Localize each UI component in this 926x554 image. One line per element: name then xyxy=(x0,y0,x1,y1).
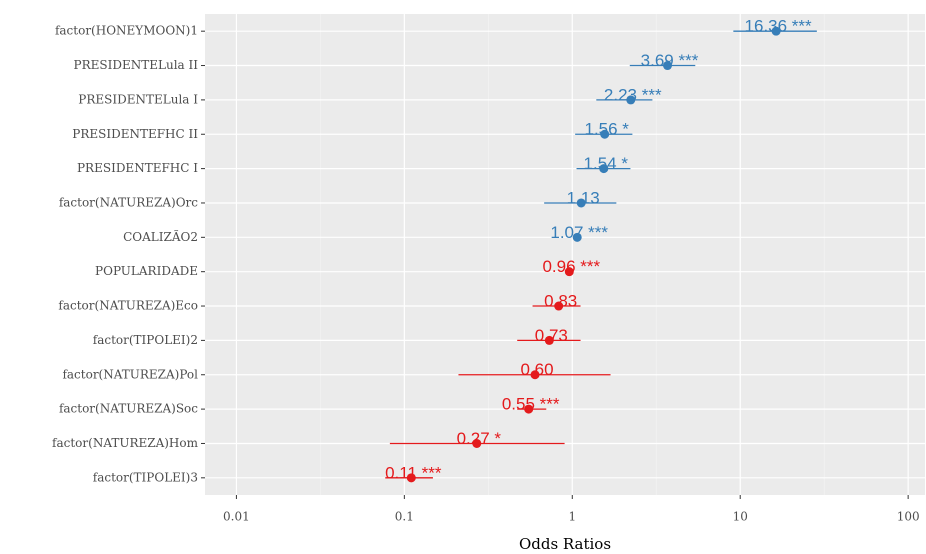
value-label: 16.36 *** xyxy=(745,17,812,36)
y-tick-label: factor(NATUREZA)Soc xyxy=(59,402,198,416)
x-tick-label: 100 xyxy=(897,510,920,524)
value-label: 0.83 xyxy=(544,292,577,311)
x-tick-label: 0.1 xyxy=(395,510,414,524)
value-label: 1.56 * xyxy=(584,120,629,139)
y-tick-label: PRESIDENTELula II xyxy=(74,58,199,72)
y-tick-label: factor(TIPOLEI)2 xyxy=(93,333,198,347)
x-tick-label: 1 xyxy=(568,510,576,524)
value-label: 0.96 *** xyxy=(542,257,600,276)
point xyxy=(576,198,586,208)
y-tick-label: factor(NATUREZA)Orc xyxy=(59,195,198,209)
point xyxy=(771,26,781,36)
y-tick-label: PRESIDENTEFHC I xyxy=(77,161,198,175)
value-label: 2.23 *** xyxy=(604,85,662,104)
value-label: 0.73 xyxy=(535,326,568,345)
point xyxy=(530,370,540,380)
point xyxy=(554,301,564,311)
point xyxy=(626,95,636,105)
point xyxy=(564,267,574,277)
y-tick-label: factor(NATUREZA)Pol xyxy=(62,367,198,381)
x-axis-title: Odds Ratios xyxy=(519,535,611,553)
y-tick-label: factor(NATUREZA)Eco xyxy=(58,299,198,313)
point xyxy=(406,473,416,483)
y-tick-label: factor(TIPOLEI)3 xyxy=(93,470,198,484)
value-label: 3.69 *** xyxy=(641,51,699,70)
y-tick-label: factor(NATUREZA)Hom xyxy=(52,436,199,450)
point xyxy=(524,404,534,414)
point xyxy=(663,61,673,71)
point xyxy=(600,129,610,139)
point xyxy=(572,232,582,242)
value-label: 1.13 xyxy=(567,188,600,207)
y-tick-label: PRESIDENTEFHC II xyxy=(72,127,198,141)
x-tick-label: 10 xyxy=(733,510,748,524)
panel xyxy=(205,14,925,495)
y-tick-label: POPULARIDADE xyxy=(95,264,198,278)
y-tick-label: PRESIDENTELula I xyxy=(78,92,198,106)
y-tick-label: COALIZÃO2 xyxy=(123,229,198,244)
value-label: 0.55 *** xyxy=(502,395,560,414)
value-label: 0.60 xyxy=(520,360,553,379)
value-label: 1.54 * xyxy=(584,154,629,173)
x-tick-label: 0.01 xyxy=(223,510,250,524)
point xyxy=(544,335,554,345)
value-label: 0.27 * xyxy=(457,429,502,448)
value-label: 0.11 *** xyxy=(385,463,442,482)
point xyxy=(599,164,609,174)
point xyxy=(472,438,482,448)
value-label: 1.07 *** xyxy=(550,223,608,242)
y-tick-label: factor(HONEYMOON)1 xyxy=(55,24,198,38)
